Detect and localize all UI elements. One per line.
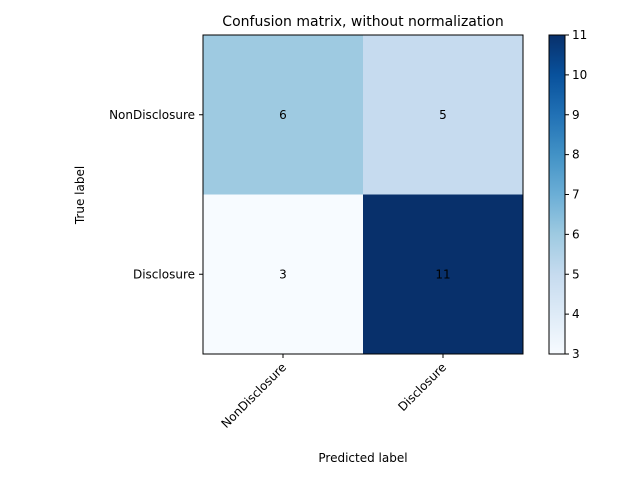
colorbar-tick-label: 9	[572, 108, 580, 122]
heatmap-cell	[363, 35, 523, 195]
plot-frame	[202, 34, 524, 355]
colorbar-tick-label: 3	[572, 347, 580, 361]
cell-value-label: 6	[279, 108, 287, 122]
cell-value-label: 11	[435, 267, 450, 281]
heatmap-cell	[203, 35, 363, 195]
cell-value-label: 5	[439, 108, 447, 122]
y-tick-label: Disclosure	[133, 267, 195, 281]
y-axis-label: True label	[73, 166, 87, 225]
colorbar-tick-label: 5	[572, 267, 580, 281]
colorbar-ticks: 3 4 5 6 7 8 9 10 11	[565, 28, 587, 361]
y-tick-label: NonDisclosure	[109, 108, 195, 122]
colorbar	[548, 34, 566, 355]
colorbar-tick-label: 6	[572, 227, 580, 241]
x-axis-label: Predicted label	[318, 451, 407, 465]
colorbar-tick-label: 10	[572, 68, 587, 82]
heatmap-cells: 6 5 3 11	[203, 35, 523, 354]
y-axis-ticks: NonDisclosure Disclosure	[109, 108, 203, 281]
colorbar-tick-label: 8	[572, 148, 580, 162]
heatmap-cell	[363, 194, 523, 354]
colorbar-tick-label: 7	[572, 188, 580, 202]
cell-value-label: 3	[279, 267, 287, 281]
x-axis-ticks: NonDisclosure Disclosure	[218, 354, 449, 431]
x-tick-label: NonDisclosure	[218, 360, 289, 431]
colorbar-tick-label: 11	[572, 28, 587, 42]
colorbar-tick-label: 4	[572, 307, 580, 321]
x-tick-label: Disclosure	[395, 360, 449, 414]
heatmap-cell	[203, 194, 363, 354]
chart-title: Confusion matrix, without normalization	[222, 14, 503, 30]
